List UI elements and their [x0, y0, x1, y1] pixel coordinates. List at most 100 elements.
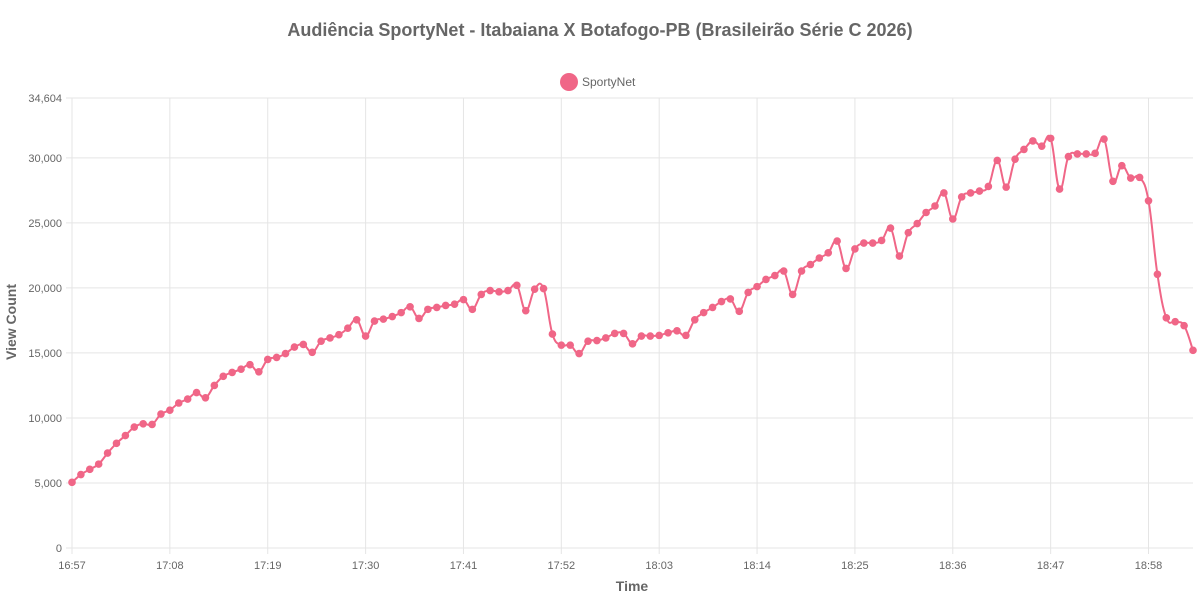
data-point[interactable]	[299, 340, 308, 349]
data-point[interactable]	[246, 360, 254, 369]
data-point[interactable]	[1109, 177, 1117, 186]
data-point[interactable]	[495, 288, 503, 296]
data-point[interactable]	[406, 302, 414, 311]
data-point[interactable]	[1153, 270, 1162, 279]
data-point[interactable]	[1162, 314, 1171, 322]
data-point[interactable]	[237, 365, 245, 373]
data-point[interactable]	[1011, 155, 1019, 163]
data-point[interactable]	[335, 330, 343, 339]
data-point[interactable]	[388, 312, 397, 321]
data-point[interactable]	[1055, 185, 1064, 193]
data-point[interactable]	[521, 306, 530, 315]
data-point[interactable]	[263, 355, 272, 364]
data-point[interactable]	[628, 340, 637, 348]
legend[interactable]: SportyNet	[560, 73, 636, 91]
data-point[interactable]	[432, 303, 441, 312]
data-point[interactable]	[602, 334, 610, 342]
data-point[interactable]	[504, 286, 512, 295]
data-point[interactable]	[984, 182, 993, 191]
data-point[interactable]	[1126, 174, 1135, 182]
data-point[interactable]	[1118, 161, 1126, 170]
data-point[interactable]	[788, 290, 797, 299]
data-point[interactable]	[370, 317, 379, 325]
data-point[interactable]	[228, 368, 236, 377]
data-point[interactable]	[441, 301, 450, 310]
data-point[interactable]	[77, 470, 85, 479]
data-point[interactable]	[1002, 183, 1010, 191]
data-point[interactable]	[272, 353, 281, 362]
data-point[interactable]	[112, 439, 121, 448]
data-point[interactable]	[148, 420, 156, 429]
data-point[interactable]	[619, 329, 628, 338]
data-point[interactable]	[886, 224, 895, 232]
data-point[interactable]	[833, 237, 841, 245]
data-point[interactable]	[797, 267, 806, 275]
data-point[interactable]	[699, 308, 708, 317]
data-point[interactable]	[210, 381, 219, 390]
data-point[interactable]	[174, 399, 183, 407]
data-point[interactable]	[904, 228, 913, 237]
data-point[interactable]	[183, 395, 192, 403]
data-point[interactable]	[762, 275, 770, 284]
data-point[interactable]	[655, 331, 663, 340]
data-point[interactable]	[779, 267, 788, 275]
data-point[interactable]	[1029, 137, 1037, 145]
data-point[interactable]	[575, 349, 583, 358]
data-point[interactable]	[459, 295, 468, 304]
data-point[interactable]	[157, 410, 165, 418]
data-point[interactable]	[103, 449, 112, 457]
data-point[interactable]	[815, 254, 824, 262]
data-point[interactable]	[192, 388, 201, 397]
data-point[interactable]	[1073, 150, 1082, 158]
data-point[interactable]	[913, 219, 921, 228]
data-point[interactable]	[361, 332, 370, 340]
data-point[interactable]	[940, 189, 948, 197]
data-point[interactable]	[121, 431, 130, 440]
data-point[interactable]	[486, 286, 494, 295]
data-point[interactable]	[352, 315, 361, 324]
data-point[interactable]	[557, 341, 566, 349]
data-point[interactable]	[895, 252, 904, 260]
data-point[interactable]	[682, 331, 690, 340]
data-point[interactable]	[753, 282, 761, 291]
data-point[interactable]	[450, 300, 459, 308]
data-point[interactable]	[593, 336, 601, 345]
data-point[interactable]	[530, 285, 539, 294]
data-point[interactable]	[308, 348, 317, 357]
data-point[interactable]	[735, 307, 744, 316]
data-point[interactable]	[868, 239, 877, 247]
data-point[interactable]	[948, 215, 957, 223]
data-point[interactable]	[477, 290, 486, 299]
data-point[interactable]	[771, 271, 779, 280]
data-point[interactable]	[993, 156, 1002, 165]
data-point[interactable]	[139, 420, 147, 428]
data-point[interactable]	[539, 284, 548, 293]
data-point[interactable]	[1189, 346, 1197, 355]
data-point[interactable]	[637, 332, 646, 340]
data-point[interactable]	[1082, 150, 1091, 158]
data-point[interactable]	[379, 315, 388, 323]
data-point[interactable]	[646, 332, 655, 340]
data-point[interactable]	[806, 260, 815, 269]
data-point[interactable]	[1020, 145, 1028, 154]
data-point[interactable]	[1100, 135, 1108, 143]
data-point[interactable]	[513, 281, 521, 290]
data-point[interactable]	[130, 423, 139, 431]
data-point[interactable]	[290, 343, 299, 351]
data-point[interactable]	[842, 264, 850, 273]
data-point[interactable]	[975, 187, 984, 195]
data-point[interactable]	[1144, 196, 1153, 205]
data-point[interactable]	[344, 324, 352, 333]
data-point[interactable]	[851, 245, 859, 253]
data-point[interactable]	[1135, 173, 1144, 182]
data-point[interactable]	[548, 330, 557, 338]
data-point[interactable]	[201, 394, 210, 402]
data-point[interactable]	[1046, 134, 1055, 143]
data-point[interactable]	[1180, 321, 1188, 330]
data-point[interactable]	[726, 295, 735, 303]
data-point[interactable]	[931, 202, 939, 210]
data-point[interactable]	[744, 288, 752, 297]
data-point[interactable]	[219, 372, 228, 381]
data-point[interactable]	[860, 239, 868, 247]
data-point[interactable]	[824, 249, 833, 257]
